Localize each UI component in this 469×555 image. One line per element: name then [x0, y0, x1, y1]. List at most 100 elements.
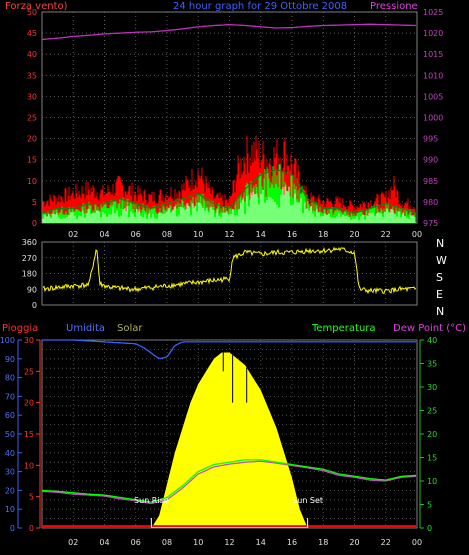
chart-title: 24 hour graph for 29 Ottobre 2008 [173, 1, 347, 12]
bottom-x-tick-label: 20 [349, 538, 359, 547]
humidity-tick-label: 30 [5, 468, 15, 477]
wind-axis-label: Forza vento) [5, 1, 68, 12]
top-x-tick-label: 00 [412, 230, 422, 239]
top-x-tick-label: 02 [68, 230, 78, 239]
compass-e: E [436, 288, 443, 301]
dir-tick-label: 0 [32, 301, 37, 310]
dir-tick-label: 180 [22, 270, 37, 279]
bottom-x-tick-label: 10 [193, 538, 203, 547]
temperature-tick-label: 0 [427, 524, 432, 533]
wind-direction-line [42, 246, 417, 295]
pressure-axis-label: Pressione [370, 1, 418, 12]
top-left-tick-label: 50 [27, 8, 37, 17]
top-right-tick-label: 980 [423, 198, 438, 207]
top-right-tick-label: 985 [423, 177, 438, 186]
dir-tick-label: 270 [22, 254, 37, 263]
top-x-tick-label: 14 [256, 230, 266, 239]
top-left-tick-label: 0 [32, 219, 37, 228]
bottom-x-tick-label: 14 [256, 538, 266, 547]
top-right-tick-label: 1005 [423, 92, 443, 101]
solar-area [151, 352, 308, 528]
top-right-tick-label: 990 [423, 156, 438, 165]
top-x-tick-label: 20 [349, 230, 359, 239]
humidity-tick-label: 70 [5, 392, 15, 401]
top-x-tick-label: 04 [99, 230, 109, 239]
humidity-tick-label: 10 [5, 505, 15, 514]
bottom-x-tick-label: 02 [68, 538, 78, 547]
bottom-x-tick-label: 06 [131, 538, 141, 547]
top-left-tick-label: 35 [27, 71, 37, 80]
legend-solar: Solar [117, 323, 143, 334]
top-right-tick-label: 1025 [423, 8, 443, 17]
compass-w: W [436, 254, 447, 267]
humidity-tick-label: 100 [0, 336, 15, 345]
bottom-x-tick-label: 12 [224, 538, 234, 547]
humidity-tick-label: 0 [10, 524, 15, 533]
top-right-tick-label: 1000 [423, 114, 443, 123]
compass-n-bottom: N [436, 305, 444, 318]
top-left-tick-label: 10 [27, 177, 37, 186]
temperature-tick-label: 5 [427, 501, 432, 510]
bottom-x-tick-label: 22 [381, 538, 391, 547]
top-x-tick-label: 08 [162, 230, 172, 239]
rain-tick-label: 10 [24, 461, 34, 470]
top-right-tick-label: 1010 [423, 71, 443, 80]
top-right-tick-label: 1015 [423, 50, 443, 59]
bottom-x-tick-label: 04 [99, 538, 109, 547]
top-x-tick-label: 18 [318, 230, 328, 239]
humidity-tick-label: 80 [5, 374, 15, 383]
bottom-x-tick-label: 08 [162, 538, 172, 547]
rain-tick-label: 20 [24, 399, 34, 408]
bottom-x-tick-label: 00 [412, 538, 422, 547]
sunrise-label: Sun Rise [134, 496, 169, 505]
rain-tick-label: 5 [29, 493, 34, 502]
rain-tick-label: 25 [24, 367, 34, 376]
wind-average-line [41, 169, 417, 214]
dir-tick-label: 90 [27, 285, 37, 294]
top-left-tick-label: 5 [32, 198, 37, 207]
humidity-tick-label: 50 [5, 430, 15, 439]
temperature-tick-label: 25 [427, 407, 437, 416]
humidity-tick-label: 40 [5, 449, 15, 458]
humidity-tick-label: 60 [5, 411, 15, 420]
legend-rain: Pioggia [2, 323, 38, 334]
top-left-tick-label: 45 [27, 29, 37, 38]
top-left-tick-label: 25 [27, 114, 37, 123]
compass-n-top: N [436, 237, 444, 250]
top-right-tick-label: 995 [423, 135, 438, 144]
chart-layer: 0510152025303540455097598098599099510001… [0, 8, 443, 547]
top-left-tick-label: 15 [27, 156, 37, 165]
temperature-tick-label: 30 [427, 383, 437, 392]
humidity-tick-label: 20 [5, 486, 15, 495]
bottom-x-tick-label: 16 [287, 538, 297, 547]
top-x-tick-label: 16 [287, 230, 297, 239]
top-right-tick-label: 975 [423, 219, 438, 228]
rain-tick-label: 15 [24, 430, 34, 439]
top-x-tick-label: 22 [381, 230, 391, 239]
dir-tick-label: 360 [22, 238, 37, 247]
top-left-tick-label: 30 [27, 92, 37, 101]
top-left-tick-label: 40 [27, 50, 37, 59]
sunset-label: Sun Set [292, 496, 323, 505]
top-right-tick-label: 1020 [423, 29, 443, 38]
top-x-tick-label: 12 [224, 230, 234, 239]
temperature-tick-label: 20 [427, 430, 437, 439]
dewpoint-line [41, 460, 417, 505]
legend-humidity: Umidita [66, 323, 105, 334]
top-left-tick-label: 20 [27, 135, 37, 144]
bottom-x-tick-label: 18 [318, 538, 328, 547]
compass-s: S [436, 271, 443, 284]
temperature-line [41, 459, 417, 503]
temperature-tick-label: 40 [427, 336, 437, 345]
temperature-tick-label: 15 [427, 454, 437, 463]
humidity-line [42, 339, 416, 360]
pressure-line [41, 23, 417, 41]
temperature-tick-label: 35 [427, 360, 437, 369]
top-x-tick-label: 06 [131, 230, 141, 239]
legend-temperature: Temperatura [311, 323, 376, 334]
rain-tick-label: 30 [24, 336, 34, 345]
legend-dewpoint: Dew Point (°C) [393, 323, 466, 334]
rain-tick-label: 0 [29, 524, 34, 533]
temperature-tick-label: 10 [427, 477, 437, 486]
